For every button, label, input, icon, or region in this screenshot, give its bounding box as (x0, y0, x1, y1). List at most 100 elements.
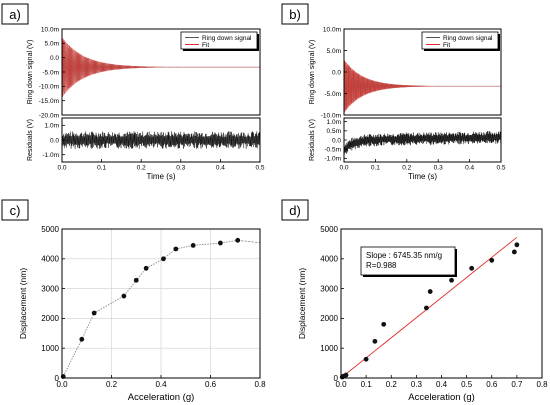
x-axis-label: Acceleration (g) (128, 392, 195, 403)
data-point (143, 265, 149, 271)
y-tick-label: -10.0m (321, 112, 341, 119)
y-tick-label: 5000 (320, 225, 338, 234)
y-tick-label: 0.0 (50, 137, 59, 144)
data-point (363, 356, 369, 362)
x-tick-label: 0.1 (97, 165, 106, 172)
chart-d-displacement-fit: Slope : 6745.35 nm/gR=0.988 0 1000 2000 3000… (297, 225, 548, 403)
x-tick-label: 0.2 (137, 165, 146, 172)
data-point (449, 277, 454, 283)
x-tick-label: 0.3 (176, 165, 185, 172)
x-tick-label: 0.1 (361, 380, 373, 389)
panel-label-a: a) (1, 3, 29, 25)
data-point (121, 293, 127, 299)
legend (421, 31, 499, 50)
panel-label-b-text: b) (289, 7, 301, 22)
y-axis-label: Displacement (nm) (297, 268, 307, 339)
y-tick-label: 0.0 (50, 55, 59, 62)
y-tick-label: 1.0m (327, 119, 341, 126)
data-point (218, 240, 223, 246)
x-tick-label: 0.4 (465, 165, 474, 172)
x-tick-label: 0.0 (339, 165, 348, 172)
y-tick-label: 2000 (41, 314, 59, 323)
data-point (514, 242, 520, 248)
fit-annotation-text: Slope : 6745.35 nm/g (366, 251, 442, 260)
x-tick-label: 0.8 (536, 380, 548, 389)
x-tick-label: 0.0 (56, 380, 68, 389)
data-point (424, 305, 429, 311)
x-axis-label: Time (s) (146, 172, 175, 181)
data-point (235, 237, 241, 243)
legend-entry: Ring down signal (202, 35, 252, 42)
legend-entry: Ring down signal (443, 35, 493, 42)
legend-entry: Fit (443, 42, 450, 49)
chart-a-ring-down: 10.0m 5.0m 0.0 -5.0m -10.0m -15.0m -20.0m Ring … (27, 26, 261, 119)
y-axis-label: Residuals (V) (27, 119, 34, 161)
fit-line (344, 59, 501, 113)
chart-a-residuals: 1.0m 0.0 -1.0m Residuals (V) 0.0 0.1 0.2 0.3 0.4… (27, 117, 265, 181)
x-tick-label: 0.2 (402, 165, 411, 172)
y-axis-label: Displacement (nm) (18, 268, 28, 339)
data-point (91, 310, 97, 316)
x-tick-label: 0.1 (371, 165, 380, 172)
chart-b-ring-down: 10.0m 5.0m 0.0 -5.0m -10.0m Ring down signal … (309, 26, 502, 119)
y-tick-label: 3000 (320, 284, 338, 293)
x-tick-label: 0.0 (335, 380, 347, 389)
fit-annotation-box (360, 246, 456, 276)
x-tick-label: 0.2 (386, 380, 398, 389)
y-tick-label: 0.0 (332, 137, 341, 144)
panel-label-b: b) (281, 3, 309, 25)
panel-label-a-text: a) (9, 7, 21, 22)
data-point (343, 372, 349, 378)
y-tick-label: 4000 (41, 255, 59, 264)
chart-b-residuals: 1.0m 0.5m 0.0 -0.5m -1.0m Residuals (V) 0.0 0.1… (309, 117, 506, 181)
x-axis-label: Acceleration (g) (408, 392, 475, 403)
residuals-line (344, 131, 501, 155)
y-tick-label: -5.0m (324, 91, 341, 98)
fit-annotation-text: R=0.988 (366, 261, 397, 270)
legend-entry: Fit (202, 42, 209, 49)
trend-line-extension (237, 239, 261, 244)
x-tick-label: 0.6 (486, 380, 498, 389)
x-tick-label: 0.6 (205, 380, 217, 389)
x-tick-label: 0.4 (155, 380, 167, 389)
data-point (469, 265, 475, 271)
y-tick-label: 5.0m (45, 41, 59, 48)
y-tick-label: 1000 (41, 344, 59, 353)
panel-label-d: d) (281, 199, 309, 221)
panel-label-c-text: c) (10, 203, 21, 218)
data-point (173, 246, 179, 252)
y-tick-label: 5.0m (327, 48, 341, 55)
x-tick-label: 0.4 (216, 165, 225, 172)
y-tick-label: -5.0m (42, 69, 59, 76)
y-tick-label: -15.0m (39, 98, 59, 105)
y-axis-label: Ring down signal (V) (27, 40, 34, 105)
y-tick-label: -10.0m (39, 84, 59, 91)
y-tick-label: 10.0m (41, 26, 59, 33)
y-tick-label: 2000 (320, 314, 338, 323)
y-tick-label: -1.0m (42, 152, 59, 159)
y-tick-label: 0.0 (332, 69, 341, 76)
x-tick-label: 0.4 (436, 380, 448, 389)
x-tick-label: 0.3 (411, 380, 423, 389)
x-tick-label: 0.7 (511, 380, 523, 389)
x-tick-label: 0.8 (254, 380, 266, 389)
y-tick-label: 10.0m (323, 26, 341, 33)
legend (180, 31, 258, 50)
data-point (427, 289, 433, 294)
y-tick-label: -0.5m (324, 146, 341, 153)
y-tick-label: -20.0m (39, 112, 59, 119)
data-point (79, 336, 85, 342)
y-tick-label: 0 (55, 374, 60, 383)
x-tick-label: 0.5 (255, 165, 264, 172)
panel-label-d-text: d) (289, 203, 301, 218)
y-tick-label: 0.5m (327, 128, 341, 135)
y-tick-label: -1.0m (324, 156, 341, 163)
y-tick-label: 3000 (41, 284, 59, 293)
x-tick-label: 0.2 (106, 380, 118, 389)
data-point (372, 338, 378, 344)
data-point (511, 249, 517, 255)
panel-label-c: c) (1, 199, 29, 221)
y-tick-label: 1.0m (45, 123, 59, 130)
y-tick-label: 4000 (320, 255, 338, 264)
